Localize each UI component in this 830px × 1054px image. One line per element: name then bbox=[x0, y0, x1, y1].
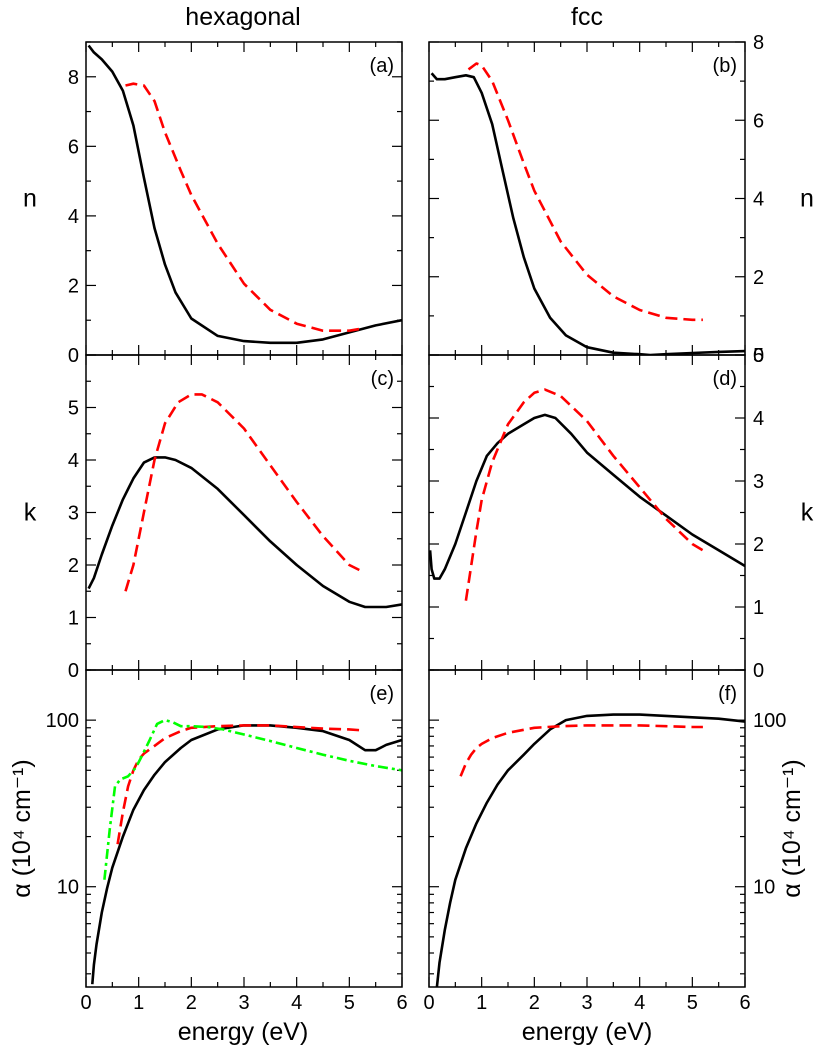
y-tick-label: 10 bbox=[57, 877, 79, 899]
series-line-experiment bbox=[459, 724, 703, 777]
y-tick-label: 100 bbox=[753, 710, 786, 732]
series-line-calculated bbox=[87, 44, 402, 345]
y-tick-label: 3 bbox=[753, 471, 764, 493]
panel-b: 0 2 4 6 8 n (b) bbox=[428, 32, 814, 367]
panel-label: (a) bbox=[370, 55, 394, 77]
y-tick-label: 1 bbox=[68, 608, 79, 630]
x-tick-label: 5 bbox=[344, 992, 355, 1014]
y-tick-label: 100 bbox=[46, 710, 79, 732]
y-tick-label: 8 bbox=[68, 67, 79, 89]
x-tick-label: 1 bbox=[476, 992, 487, 1014]
series-line-calculated bbox=[430, 72, 745, 355]
y-tick-label: 6 bbox=[753, 110, 764, 132]
plot-frame bbox=[85, 669, 403, 988]
y-tick-label: 8 bbox=[753, 32, 764, 54]
x-tick-label: 6 bbox=[396, 992, 407, 1014]
panel-d: 0 1 2 3 4 5 k (d) bbox=[428, 345, 814, 682]
x-tick-label: 3 bbox=[238, 992, 249, 1014]
x-tick-label: 2 bbox=[529, 992, 540, 1014]
column-title-hexagonal: hexagonal bbox=[185, 3, 300, 31]
series-line-calculated bbox=[429, 413, 745, 580]
panel-f: 0 1 2 3 4 5 6 10 100 α (10⁴ cm⁻¹) (f) bbox=[423, 669, 806, 1014]
x-tick-label: 4 bbox=[291, 992, 302, 1014]
y-tick-label: 2 bbox=[753, 267, 764, 289]
series-line-experiment-2 bbox=[103, 718, 402, 880]
y-axis-label: k bbox=[801, 499, 814, 527]
x-tick-label: 3 bbox=[581, 992, 592, 1014]
series-line-calculated bbox=[435, 713, 745, 987]
x-axis-label-left: energy (eV) bbox=[178, 1018, 309, 1046]
y-tick-label: 0 bbox=[753, 660, 764, 682]
y-tick-label: 2 bbox=[68, 555, 79, 577]
plot-frame bbox=[85, 41, 403, 356]
y-axis-label: n bbox=[800, 185, 814, 213]
x-tick-label: 1 bbox=[133, 992, 144, 1014]
x-tick-label: 0 bbox=[80, 992, 91, 1014]
x-tick-label: 0 bbox=[423, 992, 434, 1014]
series-line-calculated bbox=[91, 724, 402, 985]
y-tick-label: 2 bbox=[68, 275, 79, 297]
x-tick-label: 2 bbox=[186, 992, 197, 1014]
y-axis-label: k bbox=[24, 499, 37, 527]
x-tick-label: 4 bbox=[634, 992, 645, 1014]
panel-label: (f) bbox=[718, 683, 737, 705]
panel-label: (b) bbox=[713, 55, 737, 77]
panel-a: 0 2 4 6 8 n (a) bbox=[23, 41, 403, 367]
series-line-experiment bbox=[467, 62, 703, 322]
series-line-experiment bbox=[125, 82, 361, 332]
plot-frame bbox=[85, 354, 403, 671]
x-axis-label-right: energy (eV) bbox=[522, 1018, 653, 1046]
y-axis-label: n bbox=[23, 185, 37, 213]
y-tick-label: 6 bbox=[68, 136, 79, 158]
panel-label: (c) bbox=[371, 368, 394, 390]
y-axis-label: α (10⁴ cm⁻¹) bbox=[778, 759, 806, 897]
series-line-experiment bbox=[464, 388, 704, 601]
y-tick-label: 0 bbox=[68, 660, 79, 682]
y-tick-label: 4 bbox=[68, 206, 79, 228]
y-tick-label: 4 bbox=[68, 450, 79, 472]
y-tick-label: 5 bbox=[753, 345, 764, 367]
plot-frame bbox=[428, 669, 746, 988]
y-tick-label: 3 bbox=[68, 503, 79, 525]
plot-frame bbox=[428, 41, 746, 356]
y-tick-label: 4 bbox=[753, 408, 764, 430]
x-tick-label: 6 bbox=[739, 992, 750, 1014]
column-title-fcc: fcc bbox=[571, 3, 603, 31]
y-tick-label: 0 bbox=[68, 345, 79, 367]
y-tick-label: 10 bbox=[753, 877, 775, 899]
y-tick-label: 2 bbox=[753, 534, 764, 556]
panel-c: 0 1 2 3 4 5 k (c) bbox=[24, 354, 403, 682]
y-tick-label: 0 bbox=[753, 345, 764, 367]
plot-frame bbox=[428, 354, 746, 671]
panel-label: (d) bbox=[713, 368, 737, 390]
panel-e: 0 1 2 3 4 5 6 10 100 α (10⁴ cm⁻¹) (e) bbox=[8, 669, 408, 1014]
y-tick-label: 1 bbox=[753, 597, 764, 619]
y-axis-label: α (10⁴ cm⁻¹) bbox=[8, 759, 36, 897]
series-line-experiment bbox=[124, 393, 361, 592]
x-tick-label: 5 bbox=[687, 992, 698, 1014]
series-line-experiment bbox=[116, 724, 360, 845]
y-tick-label: 5 bbox=[68, 398, 79, 420]
y-tick-label: 4 bbox=[753, 189, 764, 211]
panel-label: (e) bbox=[370, 683, 394, 705]
series-line-calculated bbox=[87, 456, 402, 609]
